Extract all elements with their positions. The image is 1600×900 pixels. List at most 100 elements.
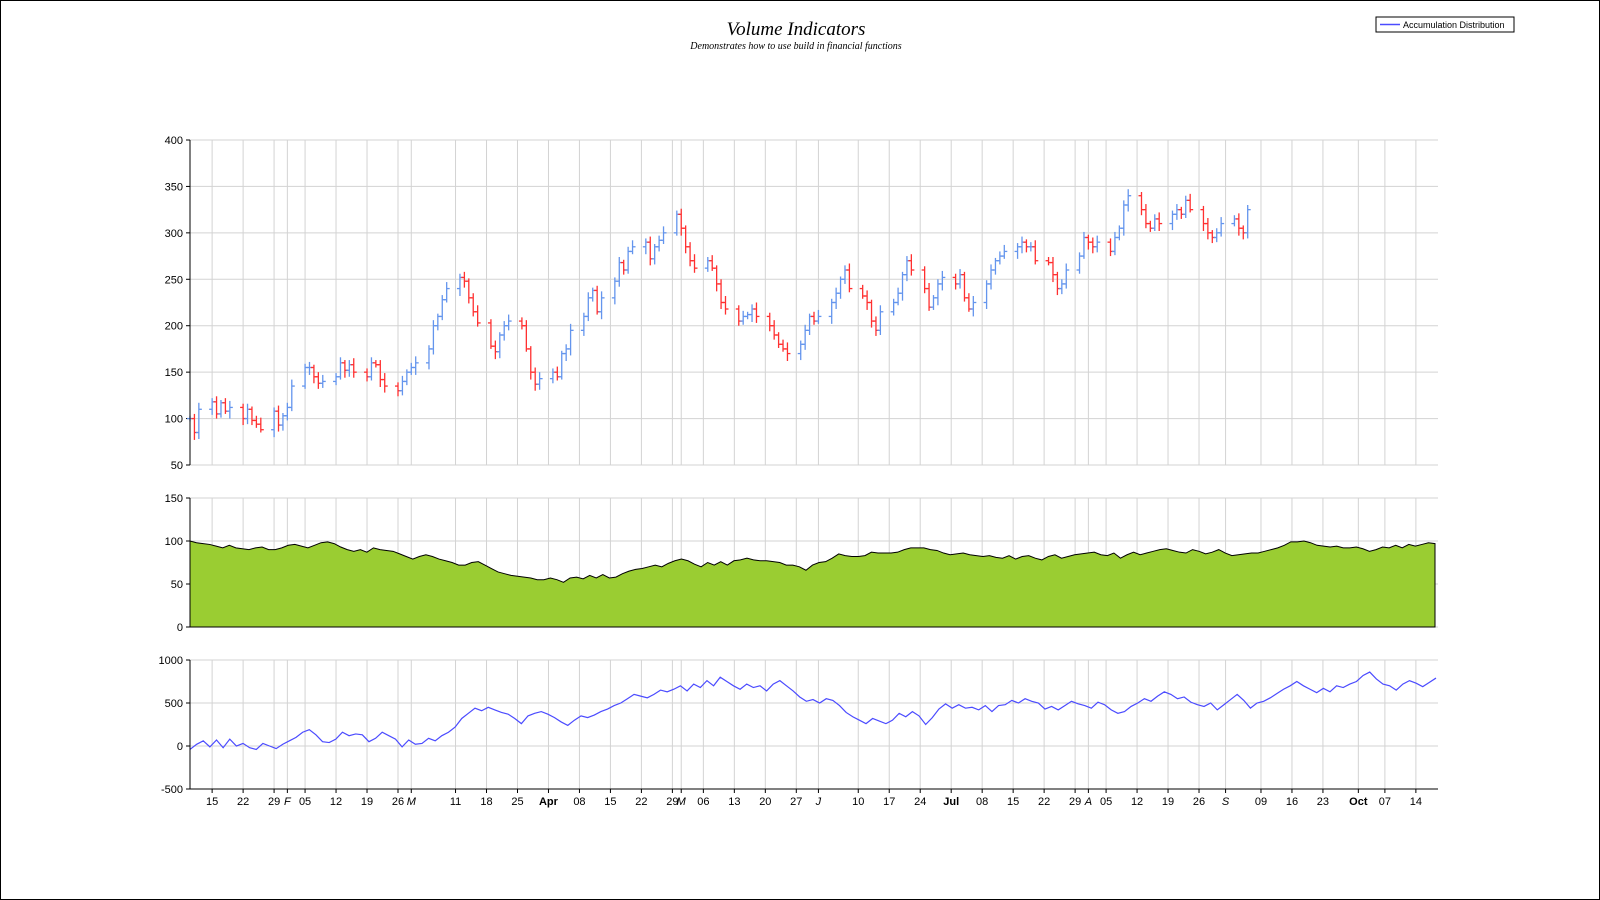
- ohlc-bar: [408, 362, 415, 375]
- ohlc-bar: [766, 312, 773, 332]
- ohlc-bar: [846, 263, 853, 293]
- ohlc-bar: [895, 287, 902, 306]
- ohlc-bar: [501, 321, 508, 341]
- x-tick-label: 16: [1286, 796, 1298, 808]
- ohlc-bar: [1204, 218, 1211, 240]
- x-tick-label: 07: [1379, 796, 1391, 808]
- ohlc-bar: [775, 332, 782, 348]
- ohlc-bar: [1173, 204, 1180, 220]
- vol-ytick-label: 150: [165, 493, 183, 505]
- ohlc-bar: [195, 402, 202, 439]
- ohlc-bar: [952, 273, 959, 290]
- ohlc-bar: [1151, 214, 1158, 231]
- x-tick-label: M: [677, 796, 687, 808]
- x-tick-label: 15: [1007, 796, 1019, 808]
- acc-panel-group: -500 0 500 1000: [159, 655, 1438, 796]
- ohlc-bar: [191, 413, 198, 440]
- ohlc-bar: [864, 290, 871, 310]
- ohlc-bar: [288, 379, 295, 412]
- ohlc-bar: [1200, 205, 1207, 231]
- ohlc-bar: [722, 296, 729, 315]
- ohlc-bar: [240, 403, 247, 426]
- x-tick-label: 20: [759, 796, 771, 808]
- ohlc-bar: [585, 292, 592, 322]
- ohlc-bar: [439, 295, 446, 321]
- price-ytick-label: 150: [165, 367, 183, 379]
- ohlc-bar: [554, 366, 561, 381]
- ohlc-bar: [687, 242, 694, 267]
- price-ytick-label: 200: [165, 321, 183, 333]
- ohlc-bar: [1001, 244, 1008, 259]
- x-tick-label: 05: [299, 796, 311, 808]
- ohlc-bar: [350, 358, 357, 378]
- x-tick-labels: 15 22 29 F 05 12 19 26 M 11 18 25 Apr 08 15 22 29M 06 13 20…: [206, 789, 1422, 808]
- ohlc-bar: [253, 415, 260, 428]
- vol-ytick-label: 0: [177, 622, 183, 634]
- x-tick-label: 17: [883, 796, 895, 808]
- ohlc-bar: [1045, 257, 1052, 266]
- ohlc-bar: [1187, 193, 1194, 213]
- ohlc-bar: [903, 256, 910, 282]
- x-tick-label: Oct: [1349, 796, 1368, 808]
- x-tick-label: 12: [1131, 796, 1143, 808]
- ohlc-bar: [744, 311, 751, 320]
- ohlc-bar: [961, 271, 968, 302]
- vol-panel-group: 0 50 100 150: [165, 493, 1438, 634]
- ohlc-bar: [713, 265, 720, 292]
- ohlc-bar: [718, 279, 725, 309]
- ohlc-bar: [1111, 231, 1118, 256]
- ohlc-bar: [364, 368, 371, 382]
- ohlc-bar: [1054, 271, 1061, 296]
- ohlc-bar: [899, 271, 906, 301]
- ohlc-bar: [1169, 210, 1176, 231]
- x-tick-label: F: [284, 796, 292, 808]
- x-tick-label: 13: [728, 796, 740, 808]
- acc-ytick-label: -500: [161, 784, 183, 796]
- ohlc-bar: [691, 254, 698, 273]
- ohlc-bar: [1089, 237, 1096, 254]
- x-tick-label: 26: [1193, 796, 1205, 808]
- ohlc-bar: [771, 320, 778, 340]
- x-tick-label: 23: [1317, 796, 1329, 808]
- ohlc-bar: [1023, 239, 1030, 253]
- legend: Accumulation Distribution: [1375, 16, 1515, 33]
- ohlc-bar: [487, 319, 494, 349]
- ohlc-bar: [381, 373, 388, 393]
- ohlc-bar: [377, 360, 384, 387]
- ohlc-bar: [1213, 228, 1220, 243]
- ohlc-bar: [1125, 189, 1132, 212]
- ohlc-bar: [412, 356, 419, 375]
- legend-label-accumulation: Accumulation Distribution: [1403, 20, 1505, 30]
- ohlc-bar: [939, 270, 946, 291]
- ohlc-bar: [656, 235, 663, 252]
- ohlc-bar: [660, 226, 667, 244]
- vertical-gridlines: [211, 140, 1417, 789]
- ohlc-bar: [1209, 230, 1216, 244]
- ohlc-bar: [784, 342, 791, 361]
- ohlc-bar: [802, 324, 809, 350]
- ohlc-bar: [1178, 206, 1185, 219]
- ohlc-bar: [1032, 240, 1039, 265]
- ohlc-bar: [496, 332, 503, 359]
- ohlc-bar: [859, 284, 866, 299]
- ohlc-bar: [735, 305, 742, 326]
- x-tick-label: 08: [976, 796, 988, 808]
- ohlc-bar: [257, 417, 264, 433]
- ohlc-bar: [1107, 238, 1114, 257]
- ohlc-bar: [616, 257, 623, 287]
- vol-ytick-label: 100: [165, 536, 183, 548]
- ohlc-bar: [988, 264, 995, 290]
- ohlc-bar: [833, 287, 840, 309]
- ohlc-bar: [395, 382, 401, 397]
- ohlc-bar: [1244, 205, 1251, 239]
- ohlc-bar: [934, 279, 941, 306]
- ohlc-bar: [518, 317, 525, 330]
- ohlc-bar: [465, 278, 472, 304]
- accumulation-line: [189, 671, 1437, 751]
- ohlc-bar: [996, 251, 1003, 265]
- x-tick-label: 18: [480, 796, 492, 808]
- ohlc-bar: [1063, 263, 1070, 289]
- ohlc-bar: [306, 361, 313, 375]
- ohlc-bar: [337, 357, 344, 380]
- ohlc-bar: [532, 367, 539, 391]
